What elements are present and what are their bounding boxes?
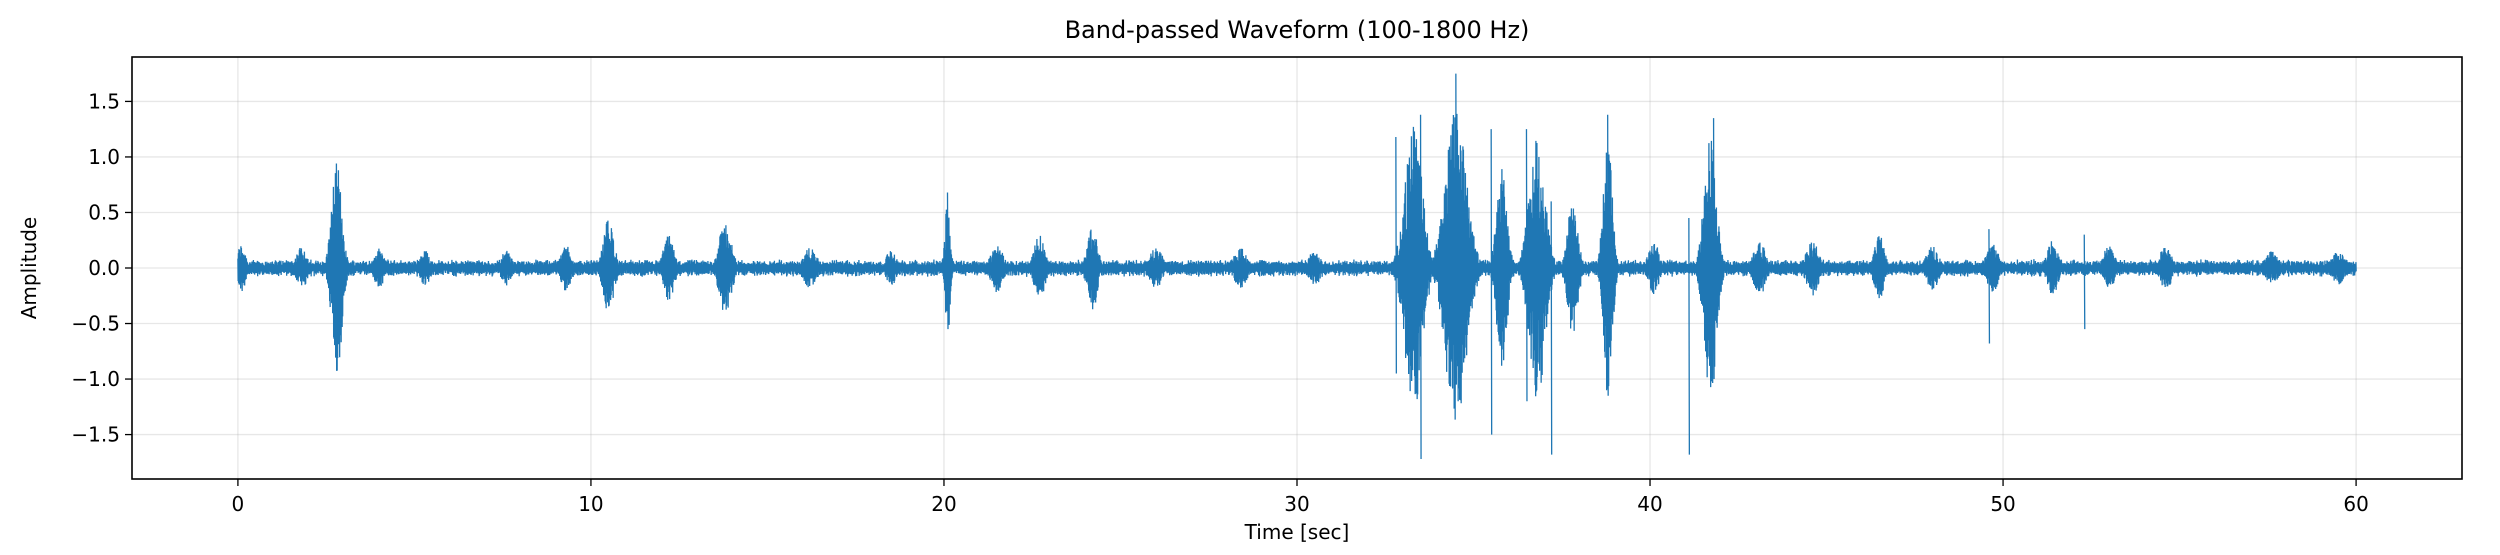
y-tick-label: 0.5: [88, 200, 120, 224]
x-tick-label: 10: [578, 492, 603, 516]
chart-title: Band-passed Waveform (100-1800 Hz): [1065, 16, 1530, 44]
y-tick-label: −0.5: [71, 312, 120, 336]
x-tick-label: 30: [1284, 492, 1309, 516]
x-tick-label: 0: [232, 492, 245, 516]
y-tick-label: 0.0: [88, 256, 120, 280]
x-axis-label: Time [sec]: [1244, 520, 1350, 544]
x-tick-label: 40: [1637, 492, 1662, 516]
x-tick-label: 20: [931, 492, 956, 516]
x-tick-label: 50: [1990, 492, 2015, 516]
y-axis-label: Amplitude: [17, 217, 41, 320]
waveform-series-line: [237, 73, 2357, 460]
plot-area: [237, 73, 2357, 460]
y-tick-label: −1.0: [71, 367, 120, 391]
y-tick-label: −1.5: [71, 423, 120, 447]
axis-ticks: 0 10 20 30 40 50 60 −1.5 −1.0 −0.5 0.0 0.5 1.0 1.5: [71, 89, 2368, 516]
y-tick-label: 1.0: [88, 145, 120, 169]
x-tick-label: 60: [2343, 492, 2368, 516]
y-tick-label: 1.5: [88, 89, 120, 113]
